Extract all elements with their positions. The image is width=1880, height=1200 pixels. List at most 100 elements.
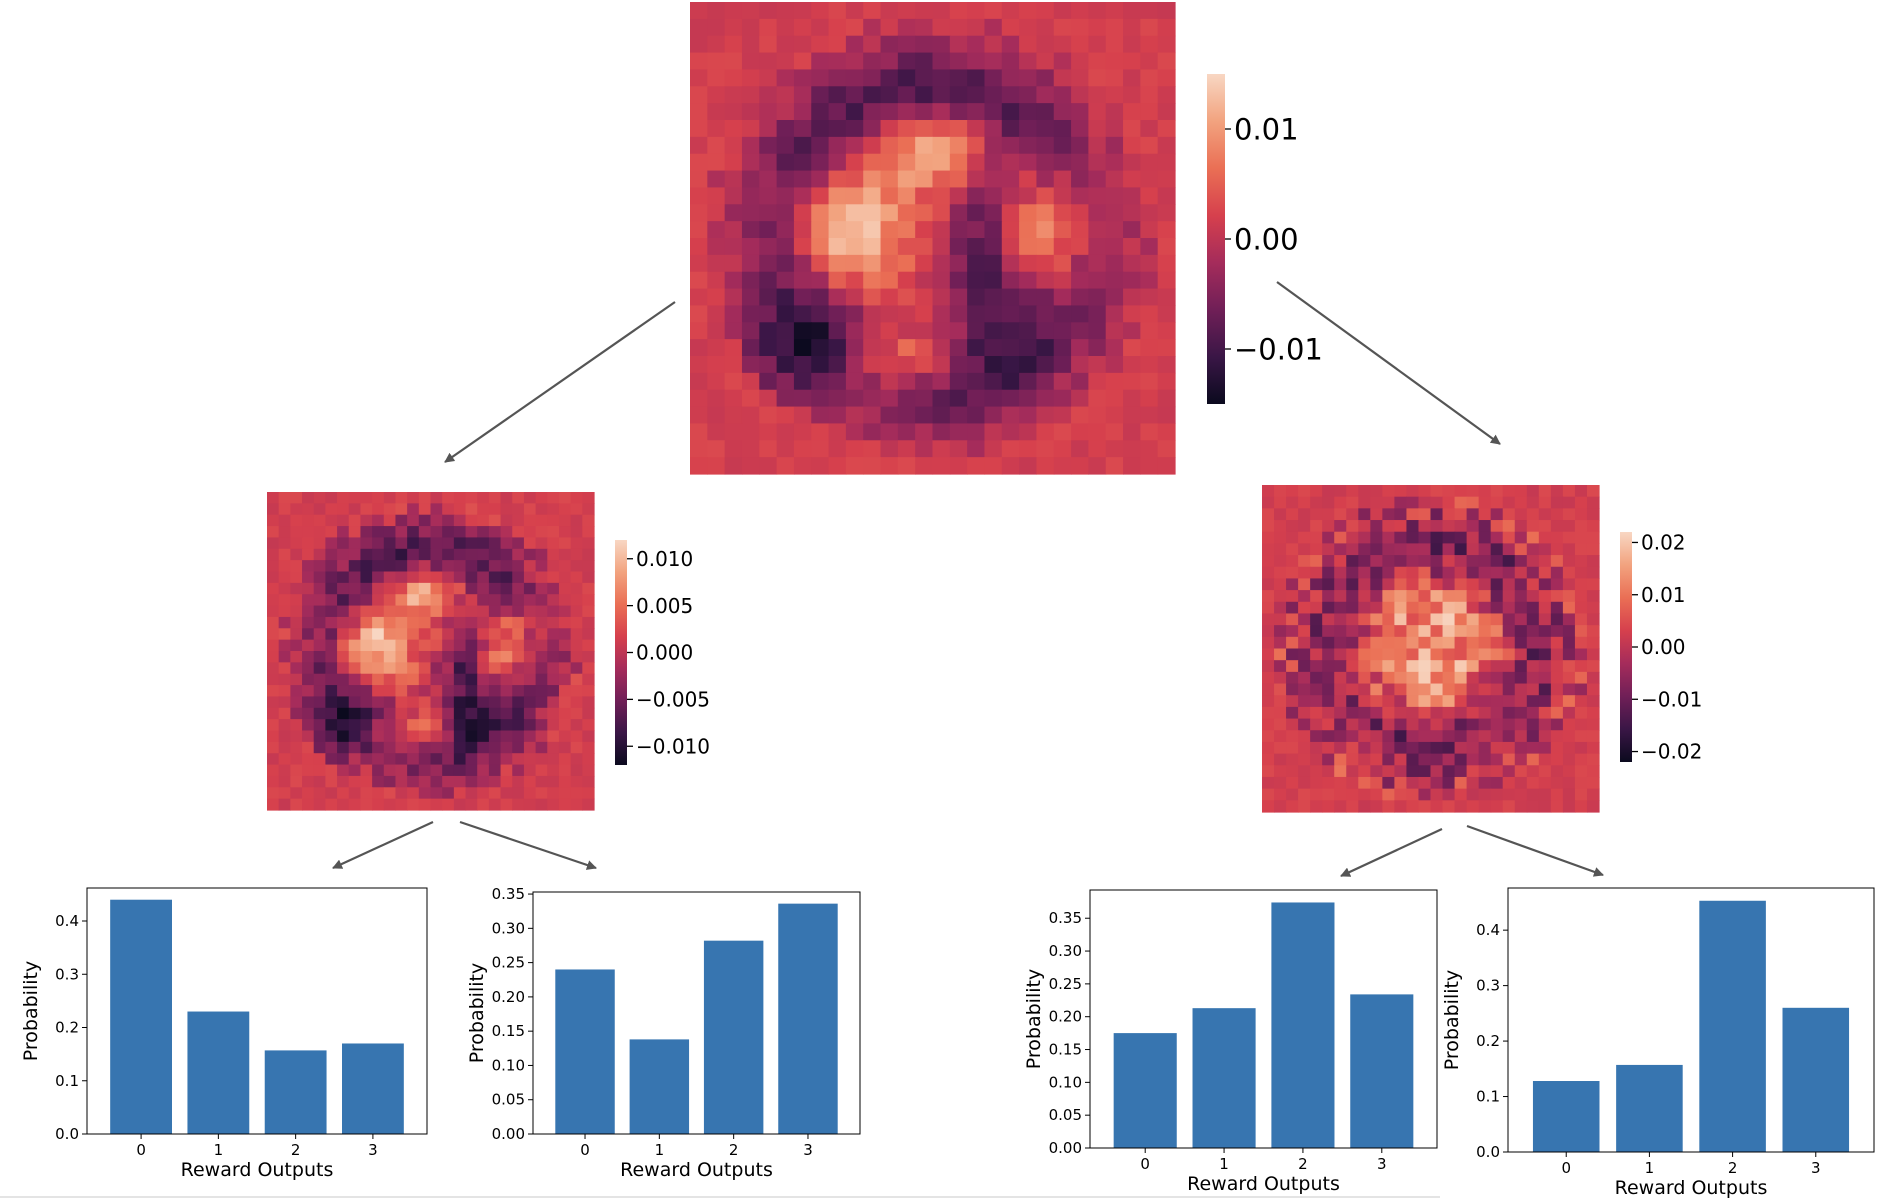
heatmap-cell — [1586, 776, 1600, 790]
heatmap-cell — [897, 103, 916, 121]
heatmap-cell — [1454, 776, 1468, 790]
heatmap-cell — [570, 753, 583, 766]
heatmap-cell — [383, 730, 397, 743]
heatmap-cell — [395, 503, 408, 516]
heatmap-cell — [880, 440, 899, 458]
heatmap-cell — [418, 537, 432, 550]
heatmap-cell — [915, 305, 934, 323]
heatmap-cell — [1298, 718, 1311, 731]
heatmap-cell — [337, 775, 350, 788]
heatmap-cell — [1019, 120, 1038, 138]
heatmap-cell — [547, 798, 560, 811]
heatmap-cell — [453, 526, 467, 539]
heatmap-cell — [547, 628, 560, 641]
heatmap-cell — [348, 560, 362, 573]
heatmap-cell — [1358, 695, 1371, 708]
heatmap-cell — [1394, 648, 1408, 661]
heatmap-cell — [1157, 86, 1176, 104]
heatmap-cell — [1574, 520, 1588, 533]
heatmap-cell — [1370, 601, 1383, 615]
heatmap-cell — [442, 775, 455, 788]
heatmap-cell — [535, 741, 548, 754]
heatmap-cell — [547, 503, 560, 516]
heatmap-cell — [1370, 741, 1383, 755]
heatmap-cell — [407, 526, 420, 539]
heatmap-cell — [1310, 590, 1323, 603]
heatmap-cell — [1140, 305, 1159, 323]
heatmap-cell — [724, 103, 743, 121]
heatmap-cell — [558, 605, 572, 618]
heatmap-cell — [337, 503, 350, 516]
heatmap-cell — [707, 372, 726, 391]
heatmap-cell — [570, 537, 583, 550]
heatmap-cell — [453, 560, 467, 573]
heatmap-cell — [1538, 788, 1552, 801]
heatmap-cell — [488, 753, 502, 766]
heatmap-cell — [1526, 625, 1540, 638]
heatmap-cell — [278, 594, 291, 607]
heatmap-cell — [407, 696, 420, 709]
heatmap-cell — [523, 616, 537, 629]
heatmap-cell — [1406, 601, 1420, 615]
heatmap-cell — [811, 322, 830, 340]
heatmap-cell — [1019, 423, 1038, 441]
heatmap-cell — [1346, 485, 1359, 498]
heatmap-cell — [1071, 52, 1089, 71]
heatmap-cell — [793, 153, 812, 172]
heatmap-cell — [1430, 508, 1444, 521]
heatmap-cell — [290, 548, 303, 561]
heatmap-cell — [897, 86, 916, 104]
heatmap-cell — [1406, 648, 1420, 661]
heatmap-cell — [465, 741, 478, 754]
heatmap-cell — [1262, 718, 1275, 731]
heatmap-cell — [1574, 776, 1588, 790]
heatmap-cell — [442, 537, 455, 550]
heatmap-cell — [1562, 543, 1576, 556]
heatmap-cell — [1088, 372, 1107, 391]
bar — [1532, 1081, 1600, 1152]
heatmap-cell — [1502, 566, 1516, 580]
heatmap-cell — [1490, 695, 1504, 708]
heatmap-cell — [1502, 543, 1516, 556]
heatmap-cell — [1322, 625, 1335, 638]
bar — [555, 969, 615, 1134]
heatmap-cell — [500, 537, 513, 550]
heatmap-cell — [880, 86, 899, 104]
heatmap-cell — [984, 52, 1003, 71]
heatmap-cell — [1123, 406, 1141, 425]
heatmap-cell — [337, 707, 350, 720]
heatmap-cell — [1442, 753, 1456, 766]
heatmap-cell — [1001, 69, 1020, 87]
heatmap-cell — [582, 753, 595, 766]
heatmap-cell — [1406, 788, 1420, 801]
heatmap-cell — [1334, 496, 1347, 509]
heatmap-cell — [1140, 35, 1159, 54]
heatmap-cell — [1586, 601, 1600, 615]
heatmap-cell — [1526, 601, 1540, 615]
heatmap-cell — [313, 787, 326, 800]
heatmap-cell — [1298, 648, 1311, 661]
heatmap-cell — [1550, 613, 1564, 626]
heatmap-cell — [1394, 695, 1408, 708]
heatmap-cell — [741, 120, 760, 138]
heatmap-cell — [1406, 660, 1420, 673]
heatmap-cell — [1334, 520, 1347, 533]
heatmap-cell — [465, 514, 478, 527]
heatmap-cell — [1262, 753, 1275, 766]
heatmap-cell — [811, 170, 830, 189]
heatmap-cell — [418, 560, 432, 573]
heatmap-cell — [582, 707, 595, 720]
heatmap-cell — [477, 616, 490, 629]
heatmap-cell — [932, 372, 951, 391]
heatmap-cell — [267, 594, 280, 607]
heatmap-cell — [1071, 406, 1089, 425]
heatmap-cell — [1286, 531, 1299, 544]
heatmap-cell — [949, 238, 968, 256]
heatmap-cell — [759, 238, 778, 256]
heatmap-cell — [1514, 753, 1528, 766]
heatmap-cell — [290, 503, 303, 516]
heatmap-cell — [1382, 601, 1395, 615]
heatmap-cell — [932, 52, 951, 71]
heatmap-cell — [1358, 788, 1371, 801]
heatmap-cell — [313, 730, 326, 743]
